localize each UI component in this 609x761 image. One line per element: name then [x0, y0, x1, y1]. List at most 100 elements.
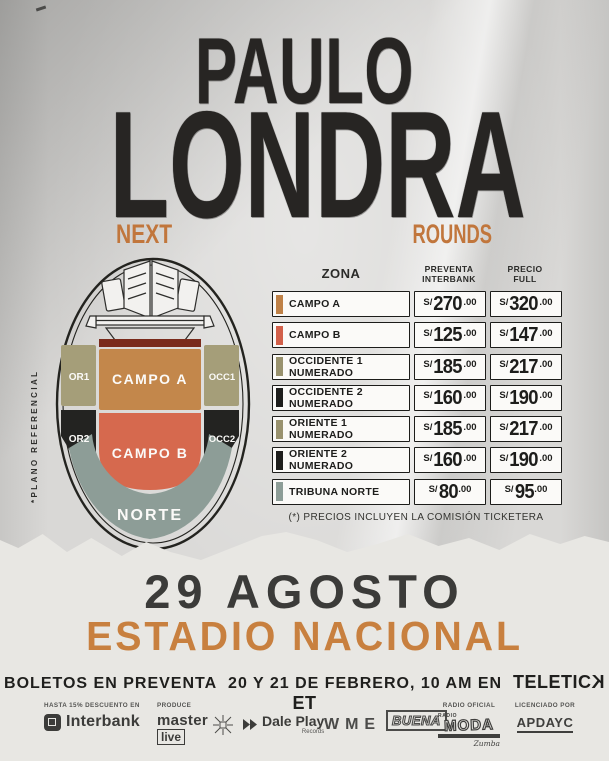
zone-label: ORIENTE 2 NUMERADO — [289, 448, 354, 473]
sponsor-masterlive: PRODUCE master live — [157, 702, 208, 746]
daleplay-records-label: Records — [301, 729, 325, 735]
preventa-price-cell: S/80.00 — [414, 478, 486, 505]
currency: S/ — [428, 484, 438, 496]
zone-color-stripe — [275, 357, 283, 377]
teleticket-pre: TELETIC — [512, 672, 592, 692]
price-value: 80 — [438, 480, 458, 503]
price-value: 190 — [509, 386, 539, 409]
interbank-icon — [44, 713, 61, 731]
zone-cell: CAMPO A — [272, 291, 410, 317]
interbank-label: HASTA 15% DESCUENTO EN — [44, 702, 140, 709]
section-campo-a — [99, 349, 201, 410]
zone-label: OCCIDENTE 2 NUMERADO — [289, 385, 363, 410]
preventa-price-cell: S/160.00 — [414, 384, 486, 411]
price-footnote: (*) PRECIOS INCLUYEN LA COMISIÓN TICKETE… — [288, 512, 544, 523]
price-cents: .00 — [463, 359, 477, 371]
currency: S/ — [423, 452, 433, 464]
spark-emblem-icon — [213, 715, 233, 735]
licenciado-label: LICENCIADO POR — [514, 702, 576, 709]
preventa-price-cell: S/270.00 — [414, 291, 486, 317]
ink-smudge — [35, 5, 47, 12]
price-value: 147 — [509, 324, 539, 347]
price-value: 190 — [509, 449, 539, 472]
stage-front-bar — [99, 339, 201, 347]
price-value: 320 — [509, 293, 539, 315]
full-price-cell: S/320.00 — [490, 291, 562, 317]
teleticket-logo: TELETICK ET — [292, 672, 604, 713]
table-header-full-line1: PRECIO — [507, 264, 543, 274]
label-or2: OR2 — [69, 434, 90, 445]
label-occ2: OCC2 — [209, 434, 235, 445]
price-cents: .00 — [463, 327, 477, 339]
zone-color-stripe — [275, 482, 283, 502]
zone-cell: ORIENTE 1 NUMERADO — [272, 416, 410, 443]
label-norte: NORTE — [117, 507, 183, 524]
price-cents: .00 — [463, 390, 477, 402]
sponsor-wme: WME — [324, 716, 382, 733]
price-value: 270 — [433, 293, 463, 315]
currency: S/ — [499, 390, 509, 402]
daleplay-wordmark: Dale Play — [262, 713, 325, 729]
zone-label: ORIENTE 1 NUMERADO — [289, 417, 354, 442]
zone-cell: OCCIDENTE 2 NUMERADO — [272, 384, 410, 411]
masterlive-wordmark-bottom: live — [157, 729, 186, 745]
table-row: OCCIDENTE 2 NUMERADO S/160.00 S/190.00 — [272, 384, 562, 411]
price-cents: .00 — [539, 327, 553, 339]
currency: S/ — [499, 452, 509, 464]
price-cents: .00 — [539, 452, 553, 464]
zone-label: CAMPO B — [289, 329, 341, 342]
table-header-full: PRECIO FULL — [488, 264, 562, 284]
price-cents: .00 — [463, 452, 477, 464]
table-header-zone: ZONA — [321, 266, 361, 281]
full-price-cell: S/147.00 — [490, 322, 562, 349]
table-row: ORIENTE 2 NUMERADO S/160.00 S/190.00 — [272, 447, 562, 474]
price-cents: .00 — [463, 296, 477, 308]
full-price-cell: S/190.00 — [490, 384, 562, 411]
sponsor-apdayc: LICENCIADO POR APDAYC — [510, 702, 580, 733]
zone-color-stripe — [275, 294, 283, 314]
tour-tag-next: NEXT — [116, 219, 173, 249]
table-header-preventa: PREVENTA INTERBANK — [412, 264, 486, 284]
event-venue: ESTADIO NACIONAL — [86, 613, 523, 659]
table-header-preventa-line1: PREVENTA — [424, 264, 474, 274]
currency: S/ — [499, 327, 509, 339]
full-price-cell: S/217.00 — [490, 353, 562, 380]
price-value: 217 — [509, 418, 539, 441]
label-occ1: OCC1 — [209, 372, 236, 383]
currency: S/ — [504, 484, 514, 496]
artist-name-last: LONDRA — [109, 80, 526, 250]
label-campo-b: CAMPO B — [112, 445, 189, 461]
zone-cell: CAMPO B — [272, 322, 410, 349]
price-cents: .00 — [539, 390, 553, 402]
price-cents: .00 — [539, 359, 553, 371]
sponsor-interbank: HASTA 15% DESCUENTO EN Interbank — [44, 702, 140, 731]
price-value: 160 — [433, 386, 463, 409]
table-row: CAMPO A S/270.00 S/320.00 — [272, 291, 562, 317]
currency: S/ — [499, 421, 509, 433]
presale-line: BOLETOS EN PREVENTA 20 Y 21 DE FEBRERO, … — [0, 672, 609, 714]
artist-name-first: PAULO — [194, 18, 415, 123]
price-cents: .00 — [463, 421, 477, 433]
zone-label: CAMPO A — [289, 298, 341, 310]
preventa-price-cell: S/160.00 — [414, 447, 486, 474]
label-or1: OR1 — [69, 372, 90, 383]
zone-cell: ORIENTE 2 NUMERADO — [272, 447, 410, 474]
moda-underline-bar — [438, 734, 500, 738]
zone-label: TRIBUNA NORTE — [289, 485, 380, 498]
table-row: TRIBUNA NORTE S/80.00 S/95.00 — [272, 478, 562, 505]
preventa-price-cell: S/185.00 — [414, 416, 486, 443]
sponsor-daleplay: Dale Play Records — [243, 714, 324, 735]
label-campo-a: CAMPO A — [112, 371, 188, 387]
event-date: 29 AGOSTO — [144, 565, 465, 618]
price-value: 160 — [433, 449, 463, 472]
section-or1 — [61, 345, 96, 406]
presale-detail: 20 Y 21 DE FEBRERO, 10 AM EN — [228, 675, 503, 692]
price-value: 125 — [433, 324, 463, 347]
radio-oficial-label: RADIO OFICIAL — [442, 702, 496, 709]
price-value: 185 — [433, 418, 463, 441]
moda-radio-text: RADIO — [438, 713, 458, 719]
teleticket-post: ET — [292, 693, 317, 713]
table-header-preventa-line2: INTERBANK — [422, 274, 476, 285]
currency: S/ — [499, 359, 509, 371]
teleticket-reversed-k: K — [591, 672, 605, 692]
